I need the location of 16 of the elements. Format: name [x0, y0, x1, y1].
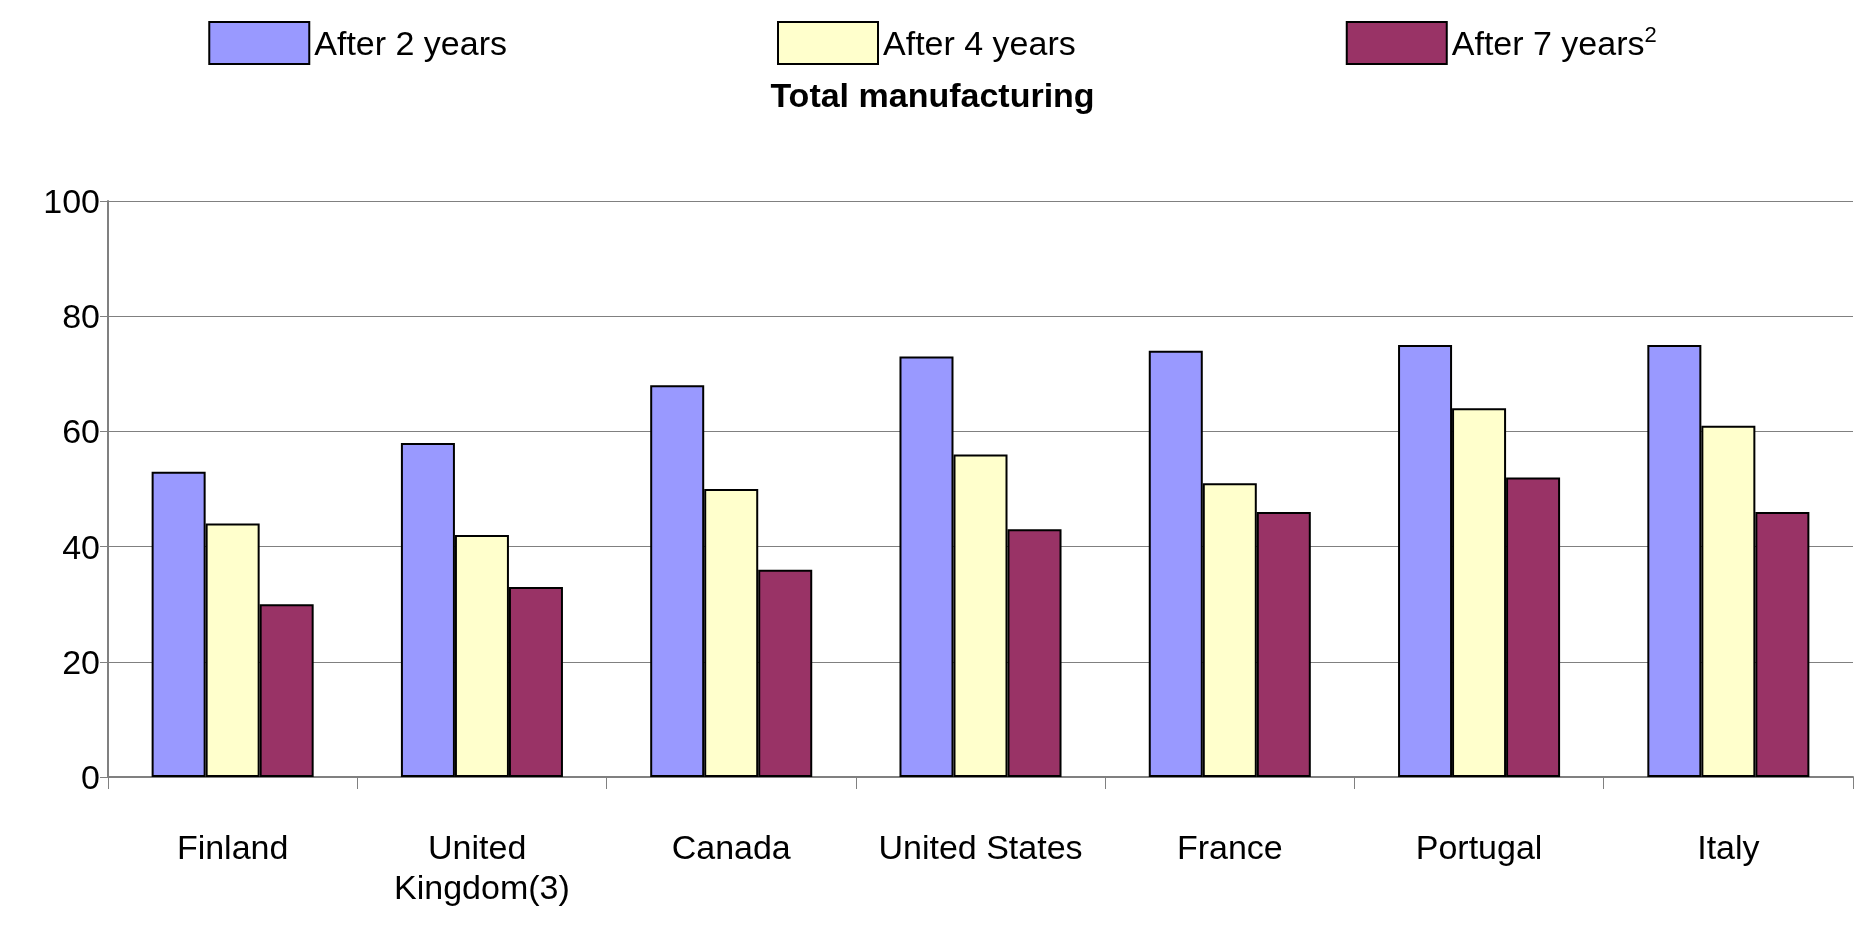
legend-label: After 4 years [883, 24, 1076, 62]
x-tick-label: Canada [671, 828, 791, 866]
x-tick-label: United Kingdom(3) [394, 828, 570, 906]
x-tick-label: France [1176, 828, 1283, 866]
y-tick-label: 60 [62, 412, 100, 451]
y-tick-label: 0 [81, 758, 100, 796]
y-tick-label: 40 [62, 527, 100, 566]
x-tick-label: Italy [1697, 828, 1760, 866]
x-tick-label: Portugal [1415, 828, 1543, 866]
chart-title: Total manufacturing [770, 76, 1095, 114]
y-tick-label: 20 [62, 642, 100, 681]
x-tick-label: Finland [176, 828, 289, 866]
legend-label: After 2 years [314, 24, 508, 62]
y-tick-label: 80 [62, 297, 100, 336]
x-tick-label: United States [878, 828, 1083, 866]
y-tick-label: 100 [43, 182, 100, 220]
